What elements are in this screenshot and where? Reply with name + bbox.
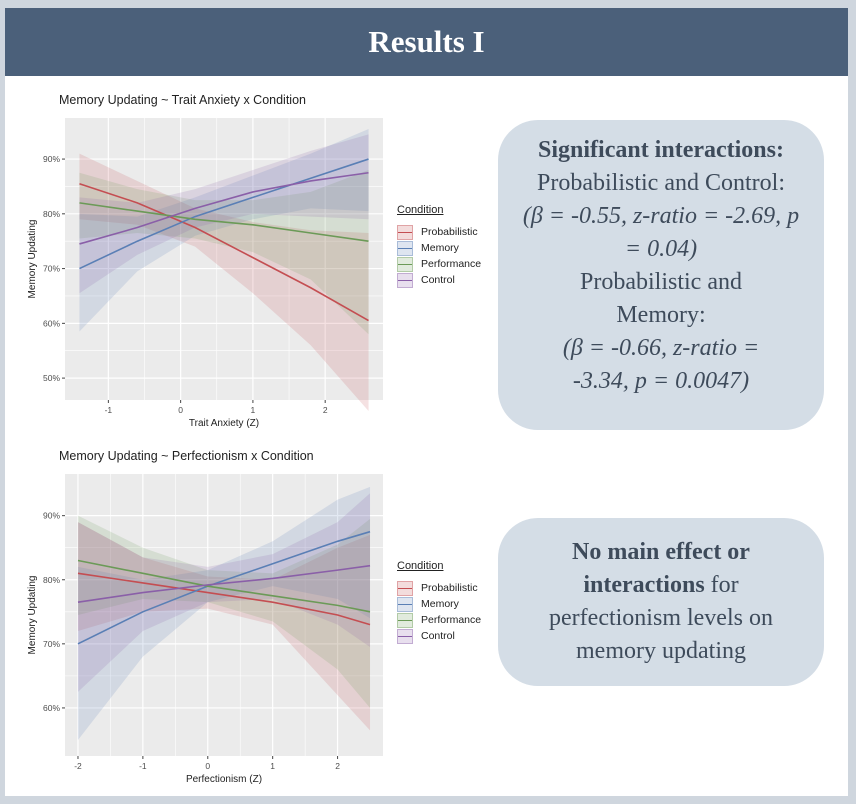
- ci-band-probabilistic: [79, 153, 369, 411]
- legend-label: Memory: [421, 598, 459, 610]
- legend-key: [397, 628, 413, 644]
- legend-item: Control: [397, 628, 481, 644]
- legend-key: [397, 240, 413, 256]
- ci-band-memory: [77, 486, 371, 740]
- y-tick-label: 60%: [43, 318, 60, 328]
- slide-title: Results I: [5, 8, 848, 76]
- box1-stat2: (β = -0.66, z-ratio = -3.34, p = 0.0047): [562, 335, 760, 394]
- x-tick-label: 1: [251, 405, 256, 415]
- y-tick-label: 70%: [43, 264, 60, 274]
- y-tick-label: 80%: [43, 575, 60, 585]
- legend-label: Performance: [421, 258, 482, 270]
- slide: Results I Memory Updating ~ Trait Anxiet…: [5, 8, 848, 796]
- legend-item: Performance: [397, 256, 481, 272]
- y-tick-label: 70%: [43, 639, 60, 649]
- x-tick-label: 2: [335, 761, 340, 771]
- legend-label: Memory: [421, 242, 459, 254]
- legend-label: Control: [421, 274, 455, 286]
- ci-band-control: [79, 134, 369, 294]
- legend-item: Probabilistic: [397, 580, 481, 596]
- ci-band-memory: [79, 128, 369, 332]
- y-tick-label: 80%: [43, 209, 60, 219]
- legend-key: [397, 224, 413, 240]
- legend-label: Performance: [421, 614, 482, 626]
- legend-key: [397, 256, 413, 272]
- series-line-control: [79, 171, 369, 245]
- legend-key: [397, 596, 413, 612]
- chart-perfectionism-svg: Memory Updating ~ Perfectionism x Condit…: [27, 449, 383, 784]
- legend-item: Performance: [397, 612, 481, 628]
- series-line-control: [77, 564, 371, 603]
- legend-item: Memory: [397, 240, 481, 256]
- legend-title: Condition: [397, 204, 444, 216]
- x-axis-label: Trait Anxiety (Z): [189, 418, 259, 428]
- box2-rest: for perfectionism levels on memory updat…: [549, 572, 773, 664]
- x-tick-label: -1: [139, 761, 147, 771]
- legend: Condition Probabilistic Memory Performance C…: [397, 204, 481, 288]
- legend-item: Memory: [397, 596, 481, 612]
- legend-item: Probabilistic: [397, 224, 481, 240]
- significant-interactions-box: Significant interactions: Probabilistic …: [498, 120, 824, 430]
- box2-bold: No main effect or interactions: [572, 539, 750, 598]
- ci-band-control: [77, 493, 371, 692]
- legend-key: [397, 580, 413, 596]
- no-main-effect-box: No main effect or interactions for perfe…: [498, 518, 824, 686]
- box1-line1: Probabilistic and Control:: [537, 170, 785, 196]
- series-line-probabilistic: [79, 182, 369, 322]
- x-tick-label: 2: [323, 405, 328, 415]
- x-tick-label: -2: [74, 761, 82, 771]
- y-tick-label: 90%: [43, 154, 60, 164]
- x-axis-label: Perfectionism (Z): [186, 774, 262, 784]
- plot-panel: [65, 474, 383, 756]
- chart-title: Memory Updating ~ Trait Anxiety x Condit…: [59, 93, 306, 107]
- legend-label: Control: [421, 630, 455, 642]
- ci-band-performance: [77, 515, 371, 708]
- legend-key: [397, 612, 413, 628]
- series-line-probabilistic: [77, 572, 371, 626]
- y-axis-label: Memory Updating: [27, 220, 38, 299]
- legend-key: [397, 272, 413, 288]
- series-line-memory: [79, 158, 369, 270]
- y-tick-label: 90%: [43, 511, 60, 521]
- chart-trait-anxiety: Memory Updating ~ Trait Anxiety x Condit…: [23, 88, 395, 428]
- x-tick-label: 1: [270, 761, 275, 771]
- legend-item: Control: [397, 272, 481, 288]
- chart-trait-anxiety-svg: Memory Updating ~ Trait Anxiety x Condit…: [27, 93, 383, 428]
- series-line-memory: [77, 530, 371, 645]
- legend-label: Probabilistic: [421, 582, 478, 594]
- box1-line2: Probabilistic and Memory:: [580, 269, 742, 328]
- box1-heading: Significant interactions:: [538, 137, 784, 163]
- series-line-performance: [79, 202, 369, 242]
- y-axis-label: Memory Updating: [27, 576, 38, 655]
- x-tick-label: 0: [178, 405, 183, 415]
- x-tick-label: 0: [205, 761, 210, 771]
- chart-title: Memory Updating ~ Perfectionism x Condit…: [59, 449, 314, 463]
- box1-stat1: (β = -0.55, z-ratio = -2.69, p = 0.04): [522, 203, 800, 262]
- legend: Condition Probabilistic Memory Performance C…: [397, 560, 481, 644]
- y-tick-label: 60%: [43, 703, 60, 713]
- chart-perfectionism: Memory Updating ~ Perfectionism x Condit…: [23, 444, 395, 784]
- series-line-performance: [77, 559, 371, 613]
- x-tick-label: -1: [105, 405, 113, 415]
- y-tick-label: 50%: [43, 373, 60, 383]
- plot-panel: [65, 118, 383, 400]
- legend-label: Probabilistic: [421, 226, 478, 238]
- legend-title: Condition: [397, 560, 444, 572]
- ci-band-performance: [79, 170, 369, 335]
